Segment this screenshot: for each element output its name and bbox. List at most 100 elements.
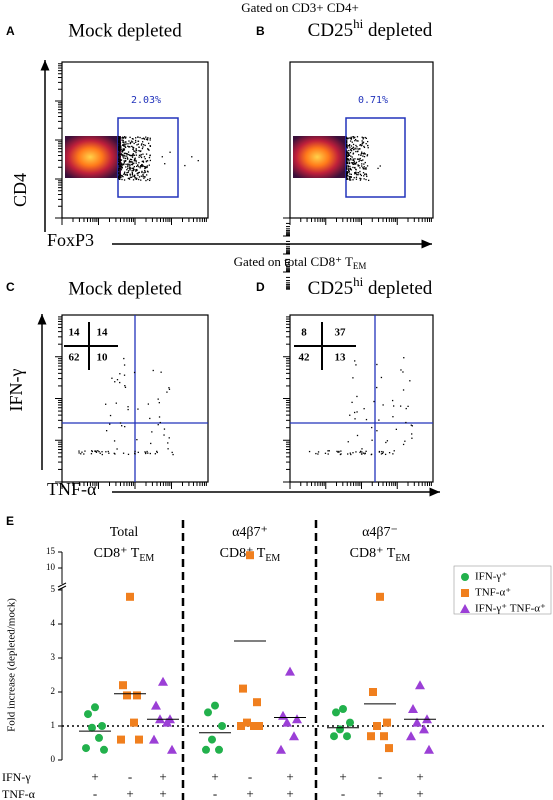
- event-dot: [350, 138, 352, 140]
- event-dot: [353, 148, 355, 151]
- data-point: [253, 698, 261, 707]
- event-dot: [352, 146, 355, 148]
- event-dot: [361, 151, 363, 153]
- event-dot: [407, 405, 409, 408]
- event-dot: [356, 148, 358, 150]
- event-dot: [132, 162, 134, 165]
- event-dot: [353, 167, 356, 169]
- condition-sign: +: [91, 769, 98, 784]
- event-dot: [147, 178, 149, 181]
- event-dot: [140, 153, 142, 156]
- event-dot: [346, 144, 348, 146]
- event-dot: [144, 165, 146, 168]
- event-dot: [123, 364, 126, 366]
- event-dot: [125, 166, 127, 168]
- event-dot: [363, 146, 366, 149]
- event-dot: [143, 144, 145, 146]
- data-point: [276, 744, 286, 754]
- event-dot: [133, 169, 135, 171]
- y-tick-label: 5: [51, 584, 56, 594]
- quadrant-value: 8: [301, 327, 307, 339]
- event-dot: [355, 161, 358, 164]
- event-dot: [349, 178, 351, 180]
- event-dot: [411, 425, 414, 427]
- event-dot: [349, 165, 351, 168]
- event-dot: [141, 163, 143, 166]
- y-tick-label: 10: [46, 562, 56, 572]
- event-dot: [367, 147, 369, 149]
- event-dot: [139, 167, 141, 169]
- event-dot: [354, 148, 356, 150]
- density: [293, 136, 347, 178]
- event-dot: [381, 452, 384, 455]
- event-dot: [363, 173, 366, 175]
- title-sup: hi: [353, 16, 364, 31]
- event-dot: [138, 154, 141, 156]
- event-dot: [346, 146, 348, 148]
- event-dot: [168, 437, 170, 439]
- event-dot: [147, 403, 150, 405]
- panel-label: E: [6, 514, 14, 528]
- event-dot: [122, 156, 124, 158]
- event-dot: [346, 167, 348, 170]
- event-dot: [129, 174, 131, 176]
- event-dot: [403, 357, 405, 359]
- event-dot: [120, 163, 123, 166]
- event-dot: [129, 173, 131, 175]
- event-dot: [161, 156, 163, 158]
- event-dot: [132, 147, 135, 149]
- event-dot: [144, 176, 146, 178]
- event-dot: [141, 170, 143, 173]
- event-dot: [121, 139, 123, 141]
- legend-marker: [461, 573, 469, 581]
- event-dot: [122, 144, 124, 146]
- event-dot: [118, 163, 120, 166]
- event-dot: [129, 167, 132, 169]
- event-dot: [402, 371, 404, 373]
- event-dot: [349, 151, 352, 154]
- event-dot: [133, 142, 135, 145]
- event-dot: [351, 141, 353, 143]
- event-dot: [134, 158, 136, 160]
- event-dot: [122, 137, 124, 140]
- event-dot: [363, 175, 365, 177]
- event-dot: [123, 157, 125, 159]
- data-point: [369, 688, 377, 696]
- event-dot: [128, 177, 130, 179]
- condition-sign: +: [211, 769, 218, 784]
- event-dot: [146, 165, 149, 167]
- event-dot: [346, 144, 348, 147]
- event-dot: [115, 402, 117, 404]
- event-dot: [347, 169, 350, 172]
- event-dot: [120, 147, 122, 149]
- header: Gated on CD3+ CD4+: [241, 0, 359, 15]
- title-text: CD25: [308, 278, 353, 299]
- event-dot: [349, 173, 351, 175]
- event-dot: [98, 450, 100, 453]
- event-dot: [120, 153, 122, 156]
- event-dot: [346, 157, 348, 159]
- event-dot: [146, 160, 149, 162]
- event-dot: [118, 172, 120, 175]
- event-dot: [122, 136, 124, 138]
- event-dot: [133, 154, 136, 156]
- event-dot: [125, 152, 127, 155]
- panel-title: CD25hi depleted: [308, 274, 433, 299]
- event-dot: [129, 163, 131, 165]
- gate: [117, 117, 179, 198]
- event-dot: [132, 169, 135, 172]
- event-dot: [81, 451, 83, 453]
- condition-sign: -: [341, 786, 345, 800]
- event-dot: [123, 160, 125, 162]
- event-dot: [163, 434, 165, 436]
- event-dot: [348, 169, 350, 171]
- event-dot: [363, 178, 365, 180]
- event-dot: [370, 453, 373, 455]
- event-dot: [95, 450, 97, 453]
- event-dot: [129, 164, 131, 167]
- event-dot: [166, 391, 168, 393]
- event-dot: [140, 179, 142, 181]
- event-dot: [120, 159, 122, 162]
- event-dot: [362, 138, 364, 140]
